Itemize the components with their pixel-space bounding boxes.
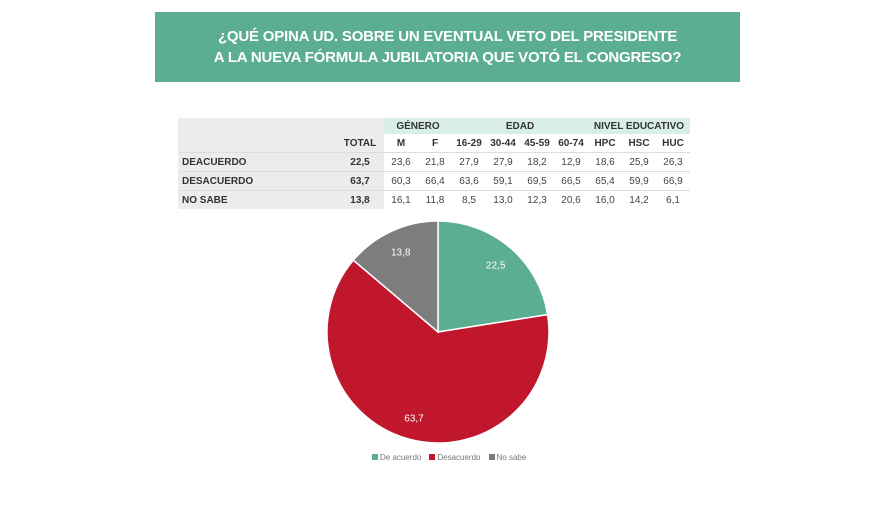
group-edad: EDAD <box>452 118 588 134</box>
table-cell: 65,4 <box>588 171 622 191</box>
column-header: TOTAL <box>336 134 384 153</box>
table-cell: 66,4 <box>418 171 452 191</box>
legend-swatch <box>429 454 436 460</box>
column-header: HSC <box>628 137 650 149</box>
column-header: F <box>431 137 439 149</box>
legend-item: Desacuerdo <box>429 453 481 462</box>
table-cell: 63,7 <box>336 171 384 191</box>
column-header: 30-44 <box>490 137 516 149</box>
group-nivel: NIVEL EDUCATIVO <box>588 118 690 134</box>
column-header: 60-74 <box>558 137 584 149</box>
column-header: 16-29 <box>456 137 482 149</box>
table-cell: 16,0 <box>588 190 622 209</box>
table-cell: 59,1 <box>486 171 520 191</box>
table-cell: 16,1 <box>384 190 418 209</box>
table-cell: 20,6 <box>554 190 588 209</box>
legend-swatch <box>372 454 378 460</box>
table-row: DESACUERDO 63,7 60,3 66,4 63,6 59,1 69,5 66,5 65… <box>178 171 690 191</box>
table-cell: 66,9 <box>656 171 690 191</box>
table-cell: 18,2 <box>520 152 554 172</box>
column-header: 45-59 <box>524 137 550 149</box>
table-cell: 60,3 <box>384 171 418 191</box>
table-cell: 13,0 <box>486 190 520 209</box>
table-cell: 21,8 <box>418 152 452 172</box>
table-cell: 26,3 <box>656 152 690 172</box>
pie-slice-no-sabe <box>352 220 439 334</box>
chart-title: ¿QUÉ OPINA UD. SOBRE UN EVENTUAL VETO DE… <box>155 12 740 82</box>
column-header: HPC <box>594 137 616 149</box>
table-cell: 13,8 <box>336 190 384 209</box>
legend-label: Desacuerdo <box>437 453 481 462</box>
table-cell: 18,6 <box>588 152 622 172</box>
row-label: NO SABE <box>178 190 336 209</box>
table-cell: 6,1 <box>656 190 690 209</box>
column-header: HUC <box>662 137 684 149</box>
row-label: DEACUERDO <box>178 152 336 172</box>
title-line-2: A LA NUEVA FÓRMULA JUBILATORIA QUE VOTÓ … <box>213 49 682 66</box>
table-row: DEACUERDO 22,5 23,6 21,8 27,9 27,9 18,2 12,9 18,… <box>178 152 690 172</box>
legend-item: No sabe <box>488 453 527 462</box>
table-cell: 12,3 <box>520 190 554 209</box>
table-cell: 63,6 <box>452 171 486 191</box>
corner-cell <box>178 118 336 134</box>
table-cell: 8,5 <box>452 190 486 209</box>
row-label: DESACUERDO <box>178 171 336 191</box>
pie-slice-de-acuerdo <box>437 220 549 333</box>
table-cell: 11,8 <box>418 190 452 209</box>
table-cell: 27,9 <box>452 152 486 172</box>
legend-label: De acuerdo <box>380 453 422 462</box>
total-spacer <box>336 118 384 134</box>
pie-data-label: 22,5 <box>486 260 506 271</box>
table-cell: 69,5 <box>520 171 554 191</box>
results-table: GÉNERO EDAD NIVEL EDUCATIVO TOTAL M F 16-29… <box>178 118 690 209</box>
pie-data-label: 63,7 <box>404 414 424 425</box>
table-cell: 59,9 <box>622 171 656 191</box>
table-cell: 12,9 <box>554 152 588 172</box>
table-cell: 14,2 <box>622 190 656 209</box>
table-cell: 22,5 <box>336 152 384 172</box>
legend: De acuerdo Desacuerdo No sabe <box>372 453 526 462</box>
table-cell: 25,9 <box>622 152 656 172</box>
legend-item: De acuerdo <box>372 453 421 462</box>
title-line-1: ¿QUÉ OPINA UD. SOBRE UN EVENTUAL VETO DE… <box>217 28 678 45</box>
corner-cell <box>178 134 336 153</box>
legend-label: No sabe <box>496 453 527 462</box>
column-header: M <box>396 137 406 149</box>
group-genero: GÉNERO <box>384 118 452 134</box>
pie-slice-desacuerdo <box>326 259 550 444</box>
table-cell: 66,5 <box>554 171 588 191</box>
pie-data-label: 13,8 <box>391 247 411 258</box>
table-cell: 27,9 <box>486 152 520 172</box>
table-row: NO SABE 13,8 16,1 11,8 8,5 13,0 12,3 20,6 16,0 14… <box>178 190 690 209</box>
legend-swatch <box>488 454 495 460</box>
table-cell: 23,6 <box>384 152 418 172</box>
